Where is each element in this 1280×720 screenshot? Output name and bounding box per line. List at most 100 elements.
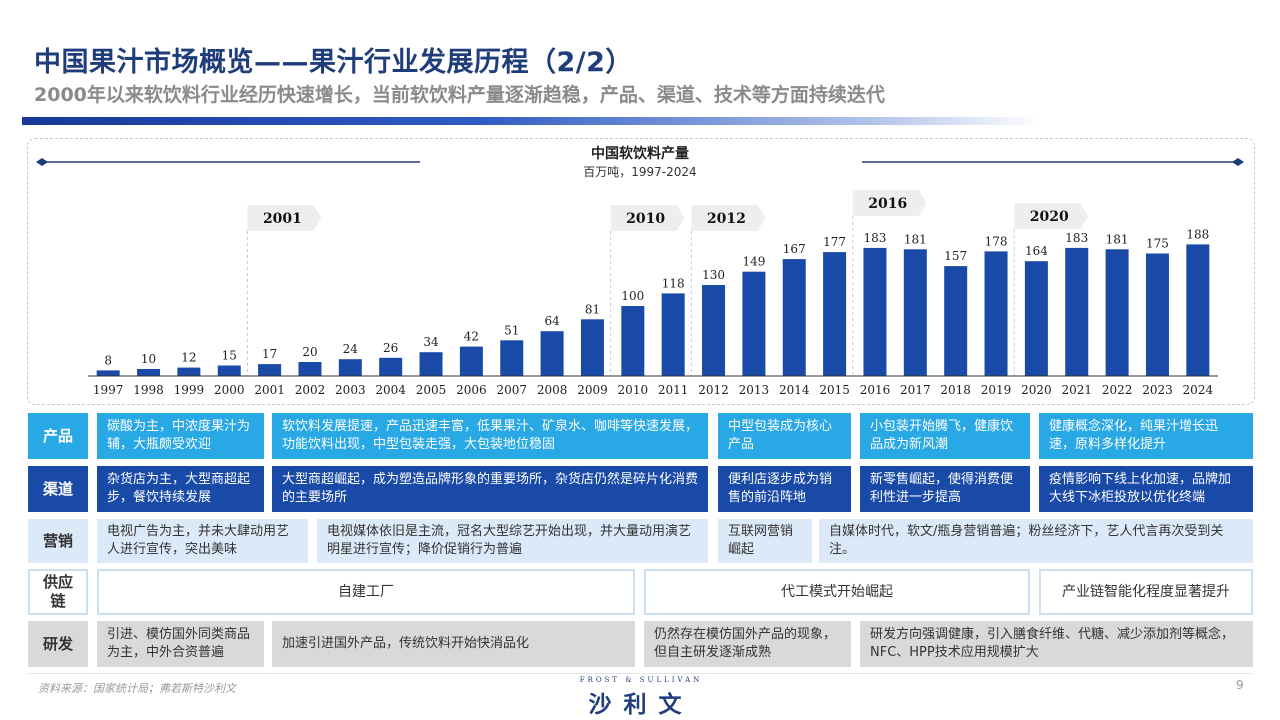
value-label-2012: 130 (702, 268, 725, 282)
value-label-2009: 81 (585, 302, 600, 316)
value-label-2014: 167 (783, 242, 806, 256)
bar-2024 (1186, 244, 1210, 376)
frost-sullivan-logo: FROST & SULLIVAN 沙利文 (566, 676, 716, 719)
value-label-2019: 178 (985, 234, 1008, 248)
page-title: 中国果汁市场概览——果汁行业发展历程（2/2） (34, 47, 633, 78)
row-label-rnd: 研发 (28, 621, 88, 667)
x-tick-2019: 2019 (981, 383, 1012, 397)
x-tick-2005: 2005 (416, 383, 447, 397)
phase-label-2020: 2020 (1030, 209, 1069, 225)
value-label-2016: 183 (864, 231, 887, 245)
channel-cell-4: 新零售崛起，使得消费便利性进一步提高 (860, 466, 1030, 512)
x-tick-2006: 2006 (456, 383, 487, 397)
marketing-cell-3: 互联网营销崛起 (718, 519, 812, 563)
x-tick-2024: 2024 (1183, 383, 1214, 397)
phase-tag-2016 (852, 190, 927, 216)
value-label-2021: 183 (1065, 231, 1088, 245)
value-label-1999: 12 (181, 351, 196, 365)
supply-cell-2: 代工模式开始崛起 (644, 569, 1030, 615)
channel-cell-1: 杂货店为主，大型商超起步，餐饮持续发展 (97, 466, 264, 512)
x-tick-2007: 2007 (496, 383, 527, 397)
bar-2019 (984, 251, 1008, 376)
x-tick-1997: 1997 (93, 383, 124, 397)
rnd-cell-1: 引进、模仿国外同类商品为主，中外合资普遍 (97, 621, 264, 667)
product-cell-1: 碳酸为主，中浓度果汁为辅，大瓶颇受欢迎 (97, 413, 264, 459)
product-cell-4: 小包装开始腾飞，健康饮品成为新风潮 (860, 413, 1030, 459)
x-tick-2008: 2008 (537, 383, 568, 397)
value-label-2000: 15 (222, 349, 237, 363)
x-tick-2004: 2004 (375, 383, 406, 397)
x-tick-1999: 1999 (174, 383, 205, 397)
x-tick-2022: 2022 (1102, 383, 1133, 397)
value-label-2008: 64 (544, 314, 560, 328)
bar-2012 (702, 285, 726, 376)
marketing-cell-1: 电视广告为主，并未大肆动用艺人进行宣传，突出美味 (97, 519, 308, 563)
bar-2009 (580, 319, 604, 376)
bar-2020 (1024, 261, 1048, 376)
row-label-supply-chain: 供应链 (28, 569, 88, 615)
value-label-2020: 164 (1025, 244, 1048, 258)
footer-divider (27, 673, 1253, 674)
phase-tag-2010 (610, 205, 685, 231)
marketing-cell-4: 自媒体时代，软文/瓶身营销普遍；粉丝经济下，艺人代言再次受到关注。 (819, 519, 1253, 563)
value-label-2002: 20 (302, 345, 317, 359)
bar-2015 (823, 252, 847, 376)
x-tick-1998: 1998 (133, 383, 164, 397)
bar-2000 (217, 365, 241, 376)
bar-2006 (459, 346, 483, 376)
marketing-cell-2: 电视媒体依旧是主流，冠名大型综艺开始出现，并大量动用演艺明星进行宣传；降价促销行… (317, 519, 708, 563)
channel-cell-2: 大型商超崛起，成为塑造品牌形象的重要场所，杂货店仍然是碎片化消费的主要场所 (272, 466, 708, 512)
channel-cell-5: 疫情影响下线上化加速，品牌加大线下冰柜投放以优化终端 (1039, 466, 1253, 512)
chart-title: 中国软饮料产量 (591, 145, 689, 162)
product-cell-3: 中型包装成为核心产品 (718, 413, 851, 459)
row-label-product: 产品 (28, 413, 88, 459)
value-label-2007: 51 (504, 323, 519, 337)
value-label-2024: 188 (1186, 227, 1209, 241)
x-tick-2011: 2011 (658, 383, 689, 397)
value-label-2015: 177 (823, 235, 846, 249)
phase-tag-2020 (1014, 203, 1089, 230)
phase-label-2016: 2016 (868, 196, 907, 212)
bar-2010 (621, 306, 645, 376)
header-gradient-bar (22, 117, 1042, 125)
chart-container (27, 138, 1255, 405)
x-tick-2016: 2016 (860, 383, 891, 397)
bar-2005 (419, 352, 443, 376)
x-tick-2023: 2023 (1142, 383, 1173, 397)
bar-2023 (1145, 253, 1169, 376)
source-note: 资料来源：国家统计局；弗若斯特沙利文 (38, 682, 236, 695)
bar-2011 (661, 293, 685, 376)
bar-2021 (1065, 247, 1089, 376)
x-tick-2010: 2010 (618, 383, 649, 397)
phase-label-2012: 2012 (707, 211, 746, 227)
row-label-marketing: 营销 (28, 519, 88, 563)
bar-2007 (500, 340, 524, 376)
value-label-2003: 24 (343, 342, 359, 356)
supply-chain-label-text: 供应链 (42, 573, 73, 610)
x-tick-2003: 2003 (335, 383, 366, 397)
value-label-2001: 17 (262, 347, 277, 361)
value-label-2005: 34 (423, 335, 439, 349)
bar-1999 (177, 367, 201, 376)
supply-cell-3: 产业链智能化程度显著提升 (1039, 569, 1253, 615)
bar-2004 (379, 357, 403, 376)
x-tick-2000: 2000 (214, 383, 245, 397)
x-tick-2017: 2017 (900, 383, 931, 397)
logo-top-text: FROST & SULLIVAN (579, 676, 703, 684)
x-tick-2018: 2018 (940, 383, 971, 397)
bar-1997 (96, 370, 120, 376)
phase-tag-2012 (691, 205, 766, 231)
value-label-2022: 181 (1106, 232, 1129, 246)
phase-tag-2001 (247, 205, 322, 231)
logo-main-text: 沙利文 (588, 692, 694, 718)
value-label-2018: 157 (944, 249, 967, 263)
x-tick-2021: 2021 (1061, 383, 1092, 397)
page-number: 9 (1236, 678, 1244, 692)
x-tick-2014: 2014 (779, 383, 810, 397)
page-subtitle: 2000年以来软饮料行业经历快速增长，当前软饮料产量逐渐趋稳，产品、渠道、技术等… (34, 84, 885, 106)
x-tick-2009: 2009 (577, 383, 608, 397)
value-label-2011: 118 (662, 276, 685, 290)
rnd-cell-2: 加速引进国外产品，传统饮料开始快消品化 (272, 621, 635, 667)
bar-2013 (742, 271, 766, 376)
bar-2003 (338, 359, 362, 376)
